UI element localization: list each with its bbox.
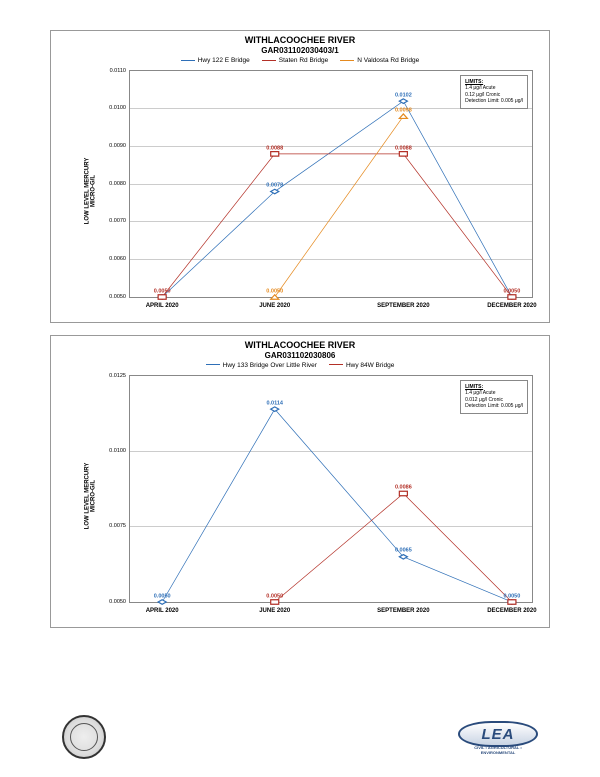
point-label: 0.0050 xyxy=(266,288,283,294)
y-tick-label: 0.0050 xyxy=(100,294,126,300)
point-label: 0.0050 xyxy=(266,593,283,599)
chart-subtitle: GAR031102030403/1 xyxy=(51,46,549,57)
limits-line: Detection Limit: 0.005 μg/l xyxy=(465,98,523,105)
point-label: 0.0114 xyxy=(266,400,283,406)
legend-swatch-icon xyxy=(262,60,276,61)
legend-label: Hwy 133 Bridge Over Little River xyxy=(223,362,317,369)
plot: 0.00500.00750.01000.0125APRIL 2020JUNE 2… xyxy=(129,375,533,603)
x-tick-label: DECEMBER 2020 xyxy=(487,303,536,309)
chart-subtitle: GAR031102030806 xyxy=(51,351,549,362)
page-footer: LEA CIVIL • AGRICULTURAL • ENVIRONMENTAL xyxy=(0,715,600,759)
legend-swatch-icon xyxy=(181,60,195,61)
x-tick-label: APRIL 2020 xyxy=(146,303,179,309)
chart-1: WITHLACOOCHEE RIVERGAR031102030403/1Hwy … xyxy=(50,30,550,323)
point-label: 0.0050 xyxy=(503,593,520,599)
x-tick-label: DECEMBER 2020 xyxy=(487,608,536,614)
legend-label: N Valdosta Rd Bridge xyxy=(357,57,419,64)
limits-line: Detection Limit: 0.005 μg/l xyxy=(465,403,523,410)
point-label: 0.0088 xyxy=(395,145,412,151)
y-tick-label: 0.0090 xyxy=(100,143,126,149)
legend-item: Staten Rd Bridge xyxy=(262,57,329,64)
legend-swatch-icon xyxy=(340,60,354,61)
county-seal-icon xyxy=(62,715,106,759)
limits-box: LIMITS:1.4 μg/l Acute0.012 μg/l CronicDe… xyxy=(460,380,528,414)
y-tick-label: 0.0050 xyxy=(100,599,126,605)
point-label: 0.0102 xyxy=(395,93,412,99)
chart-legend: Hwy 122 E Bridge Staten Rd Bridge N Valdos… xyxy=(51,57,549,66)
legend-label: Hwy 122 E Bridge xyxy=(198,57,250,64)
legend-item: Hwy 84W Bridge xyxy=(329,362,394,369)
x-tick-label: JUNE 2020 xyxy=(259,303,290,309)
point-label: 0.0065 xyxy=(395,548,412,554)
y-tick-label: 0.0125 xyxy=(100,373,126,379)
series-line xyxy=(275,116,404,297)
lea-logo-text: LEA xyxy=(458,721,538,747)
y-axis-label: LOW LEVEL MERCURYMICRO-G/L xyxy=(84,462,96,529)
chart-title: WITHLACOOCHEE RIVER xyxy=(51,336,549,351)
series-line xyxy=(162,409,512,602)
series-marker-icon xyxy=(271,151,279,156)
y-tick-label: 0.0100 xyxy=(100,448,126,454)
series-marker-icon xyxy=(399,554,407,559)
y-axis-label: LOW LEVEL MERCURYMICRO-G/L xyxy=(84,157,96,224)
chart-2: WITHLACOOCHEE RIVERGAR031102030806Hwy 13… xyxy=(50,335,550,628)
legend-label: Hwy 84W Bridge xyxy=(346,362,394,369)
legend-item: Hwy 122 E Bridge xyxy=(181,57,250,64)
series-line xyxy=(162,154,512,297)
point-label: 0.0050 xyxy=(154,593,171,599)
point-label: 0.0098 xyxy=(395,108,412,114)
y-tick-label: 0.0110 xyxy=(100,68,126,74)
chart-title: WITHLACOOCHEE RIVER xyxy=(51,31,549,46)
y-tick-label: 0.0080 xyxy=(100,181,126,187)
point-label: 0.0050 xyxy=(503,288,520,294)
series-line xyxy=(275,493,512,601)
point-label: 0.0078 xyxy=(266,183,283,189)
series-marker-icon xyxy=(271,295,279,300)
legend-item: Hwy 133 Bridge Over Little River xyxy=(206,362,317,369)
plot-area: LOW LEVEL MERCURYMICRO-G/L0.00500.00600.… xyxy=(97,66,539,316)
plot: 0.00500.00600.00700.00800.00900.01000.01… xyxy=(129,70,533,298)
series-marker-icon xyxy=(399,114,407,119)
y-tick-label: 0.0100 xyxy=(100,105,126,111)
series-line xyxy=(162,101,512,297)
series-marker-icon xyxy=(399,151,407,156)
x-tick-label: SEPTEMBER 2020 xyxy=(377,608,429,614)
x-tick-label: JUNE 2020 xyxy=(259,608,290,614)
series-marker-icon xyxy=(508,599,516,604)
series-marker-icon xyxy=(271,406,279,411)
legend-item: N Valdosta Rd Bridge xyxy=(340,57,419,64)
lea-logo: LEA CIVIL • AGRICULTURAL • ENVIRONMENTAL xyxy=(458,721,538,753)
series-marker-icon xyxy=(271,599,279,604)
plot-area: LOW LEVEL MERCURYMICRO-G/L0.00500.00750.… xyxy=(97,371,539,621)
x-tick-label: APRIL 2020 xyxy=(146,608,179,614)
legend-label: Staten Rd Bridge xyxy=(279,57,329,64)
legend-swatch-icon xyxy=(329,364,343,365)
y-tick-label: 0.0070 xyxy=(100,218,126,224)
chart-legend: Hwy 133 Bridge Over Little River Hwy 84W … xyxy=(51,362,549,371)
legend-swatch-icon xyxy=(206,364,220,365)
series-marker-icon xyxy=(158,295,166,300)
point-label: 0.0088 xyxy=(266,145,283,151)
series-marker-icon xyxy=(158,599,166,604)
y-tick-label: 0.0075 xyxy=(100,523,126,529)
point-label: 0.0050 xyxy=(154,288,171,294)
lea-logo-subtext: CIVIL • AGRICULTURAL • ENVIRONMENTAL xyxy=(458,745,538,755)
y-tick-label: 0.0060 xyxy=(100,256,126,262)
limits-box: LIMITS:1.4 μg/l Acute0.12 μg/l CronicDet… xyxy=(460,75,528,109)
series-marker-icon xyxy=(508,295,516,300)
series-marker-icon xyxy=(399,491,407,496)
point-label: 0.0086 xyxy=(395,485,412,491)
x-tick-label: SEPTEMBER 2020 xyxy=(377,303,429,309)
